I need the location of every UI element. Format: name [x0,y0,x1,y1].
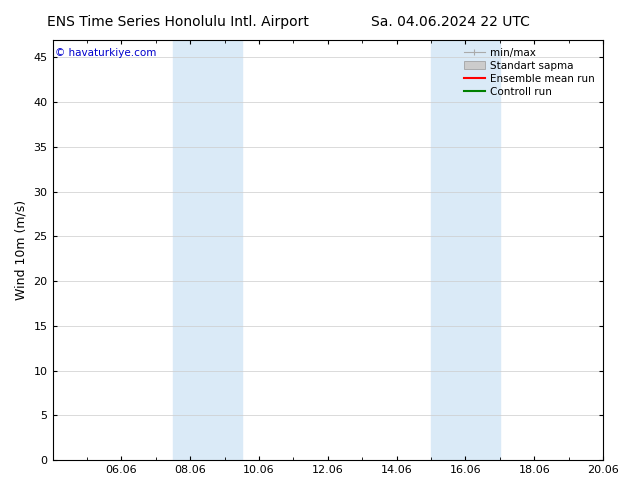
Text: © havaturkiye.com: © havaturkiye.com [55,48,157,58]
Bar [431,40,500,460]
Text: Sa. 04.06.2024 22 UTC: Sa. 04.06.2024 22 UTC [371,15,529,29]
Legend: min/max, Standart sapma, Ensemble mean run, Controll run: min/max, Standart sapma, Ensemble mean r… [461,45,598,100]
Text: ENS Time Series Honolulu Intl. Airport: ENS Time Series Honolulu Intl. Airport [46,15,309,29]
Bar [173,40,242,460]
Y-axis label: Wind 10m (m/s): Wind 10m (m/s) [15,200,28,300]
